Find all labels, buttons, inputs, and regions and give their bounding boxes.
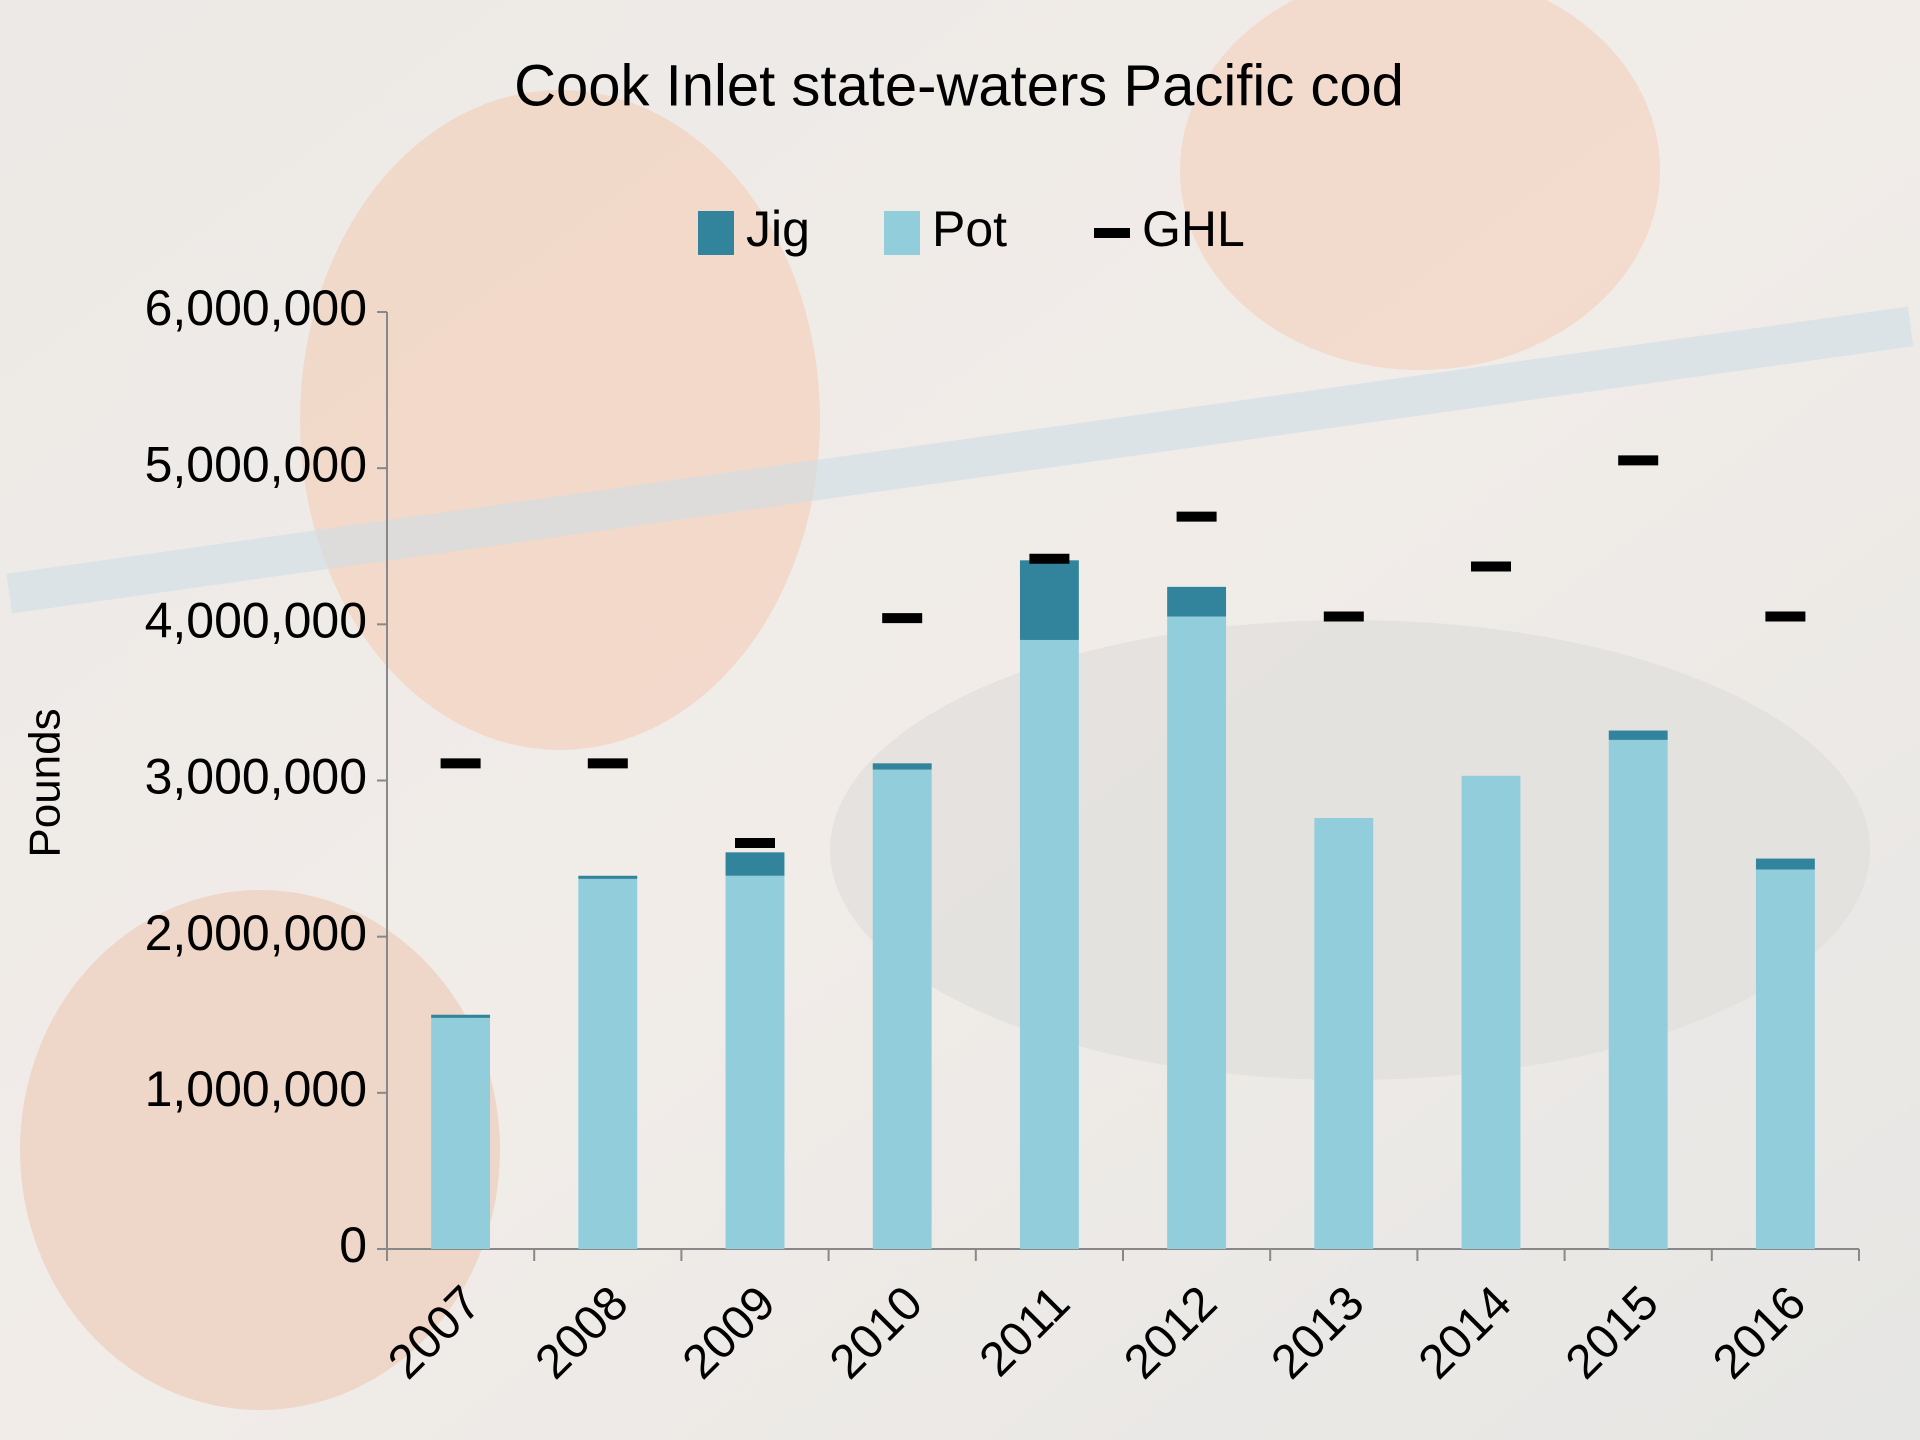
bar-segment <box>1609 731 1668 740</box>
legend-label: Jig <box>746 201 810 257</box>
y-tick-label: 6,000,000 <box>145 280 367 336</box>
bar-segment <box>1609 740 1668 1249</box>
bar-segment <box>431 1018 490 1249</box>
legend-swatch <box>698 211 734 255</box>
y-axis-title: Pounds <box>21 708 70 857</box>
bar-segment <box>726 852 785 875</box>
y-tick-label: 0 <box>339 1217 367 1273</box>
bar-segment <box>1020 640 1079 1249</box>
y-tick-label: 3,000,000 <box>145 749 367 805</box>
bar-segment <box>873 770 932 1249</box>
bar-segment <box>1167 617 1226 1249</box>
legend-label: GHL <box>1142 201 1245 257</box>
chart-title: Cook Inlet state-waters Pacific cod <box>514 53 1404 118</box>
chart: Cook Inlet state-waters Pacific cod Poun… <box>0 0 1920 1440</box>
bar-segment <box>1462 776 1521 1249</box>
legend-swatch <box>884 211 920 255</box>
bar-segment <box>1756 859 1815 870</box>
bar-segment <box>873 763 932 769</box>
legend: Jig Pot GHL <box>698 201 1245 257</box>
bar-segment <box>1314 818 1373 1249</box>
legend-label: Pot <box>932 201 1007 257</box>
y-tick-label: 1,000,000 <box>145 1061 367 1117</box>
bar-segment <box>1167 587 1226 617</box>
bar-segment <box>578 876 637 879</box>
photo-shape <box>300 90 820 750</box>
bar-segment <box>431 1015 490 1018</box>
bar-segment <box>1756 870 1815 1249</box>
y-tick-label: 4,000,000 <box>145 593 367 649</box>
y-tick-label: 2,000,000 <box>145 905 367 961</box>
bar-segment <box>578 879 637 1249</box>
y-tick-label: 5,000,000 <box>145 436 367 492</box>
bar-segment <box>726 876 785 1249</box>
bar-segment <box>1020 560 1079 640</box>
page: {"chart_data": {"type": "stacked-bar", "… <box>0 0 1920 1440</box>
